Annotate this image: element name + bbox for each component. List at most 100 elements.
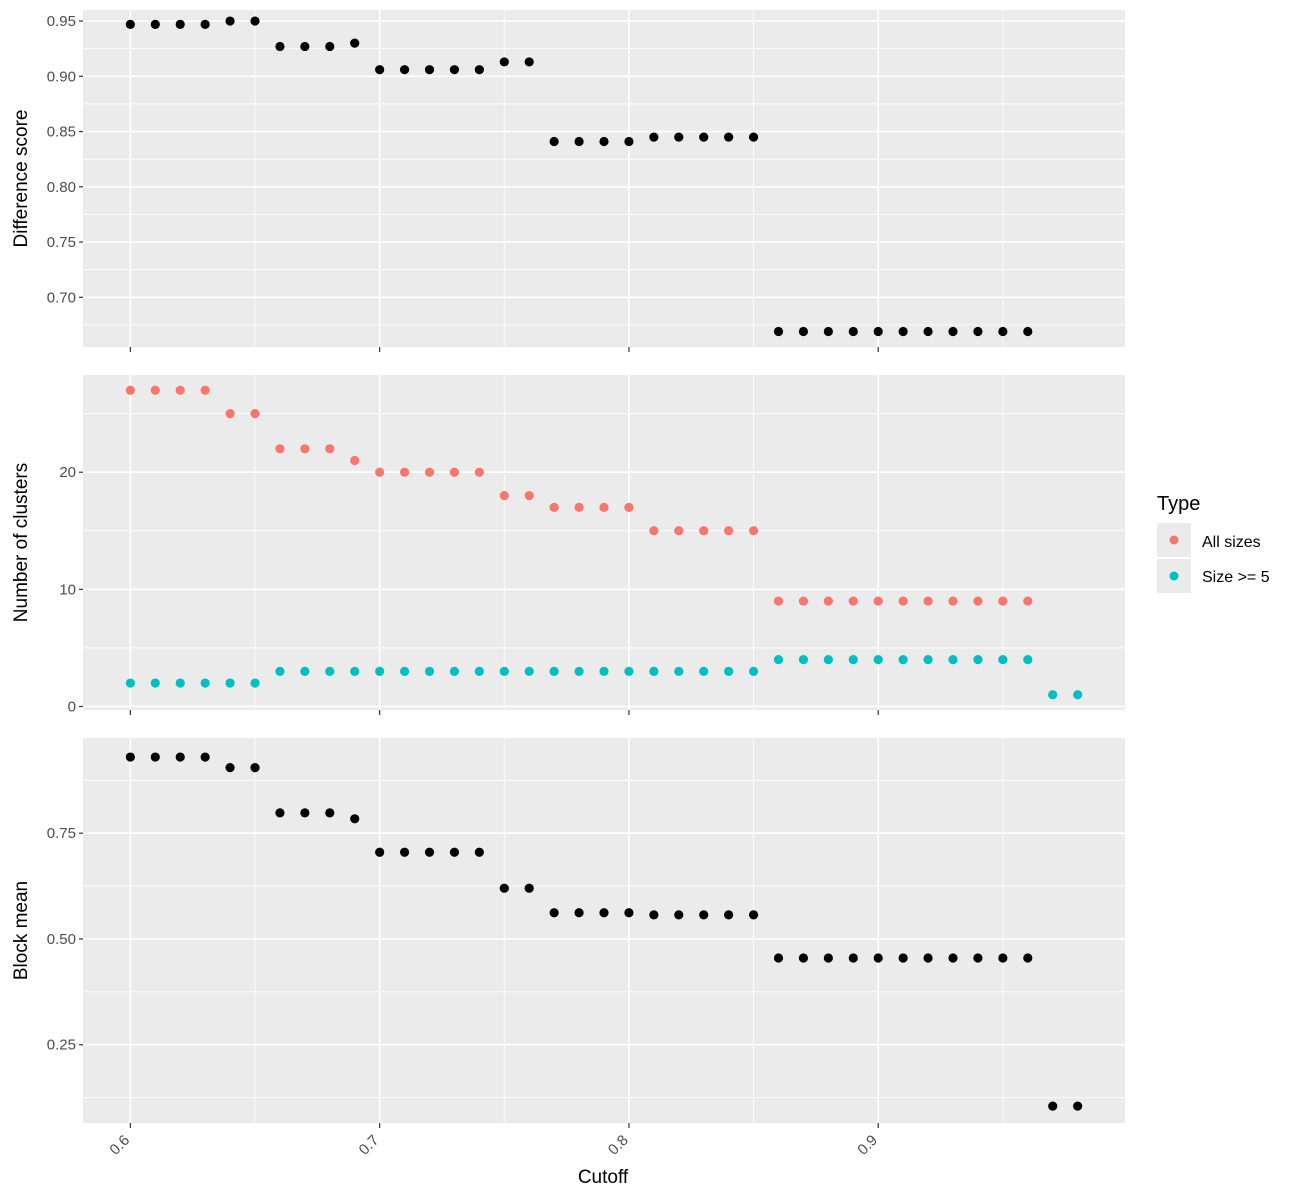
data-point xyxy=(350,666,360,676)
data-point xyxy=(798,596,809,606)
data-point xyxy=(275,41,285,52)
data-point xyxy=(350,455,360,466)
x-tick-label: 0.6 xyxy=(106,1132,133,1159)
legend-title: Type xyxy=(1157,493,1200,515)
data-point xyxy=(449,65,460,75)
data-point xyxy=(399,467,410,477)
data-point xyxy=(948,326,958,337)
data-point xyxy=(225,409,235,419)
data-point xyxy=(449,666,460,676)
data-point xyxy=(823,655,833,665)
data-point xyxy=(399,666,410,676)
data-point xyxy=(724,666,734,676)
data-point xyxy=(175,19,185,29)
data-point xyxy=(250,678,260,688)
panel-bottom: 0.25 0.50 0.75 0.6 0.7 0.8 0.9 Block mean Cutoff xyxy=(11,738,1125,1188)
data-point xyxy=(973,596,983,606)
data-point xyxy=(300,41,310,52)
data-point xyxy=(350,38,360,48)
y-tick-label: 0.50 xyxy=(47,931,76,948)
data-point xyxy=(125,678,135,688)
data-point xyxy=(300,444,310,454)
data-point xyxy=(375,65,385,75)
data-point xyxy=(599,502,609,512)
data-point xyxy=(524,491,534,501)
data-point xyxy=(823,953,833,963)
panel-background-bottom xyxy=(83,738,1125,1123)
data-point xyxy=(923,596,933,606)
data-point xyxy=(250,409,260,419)
y-axis-title: Block mean xyxy=(11,881,32,980)
data-point xyxy=(923,326,933,337)
data-point xyxy=(424,847,435,857)
legend-label-all-sizes: All sizes xyxy=(1202,534,1261,551)
data-point xyxy=(399,847,410,857)
panel-background-top xyxy=(83,10,1125,347)
data-point xyxy=(350,814,360,824)
panel-top: 0.70 0.75 0.80 0.85 0.90 0.95 Difference score xyxy=(11,10,1125,352)
data-point xyxy=(250,16,260,26)
data-point xyxy=(1048,1101,1058,1111)
data-point xyxy=(873,596,883,606)
data-point xyxy=(150,752,160,762)
data-point xyxy=(599,666,609,676)
data-point xyxy=(674,132,684,142)
y-tick-label: 0.75 xyxy=(47,825,76,842)
data-point xyxy=(898,655,908,665)
data-point xyxy=(524,883,534,893)
data-point xyxy=(449,467,460,477)
data-point xyxy=(699,910,709,920)
data-point xyxy=(798,655,809,665)
data-point xyxy=(325,666,335,676)
data-point xyxy=(424,467,435,477)
legend-marker-size-5 xyxy=(1169,571,1179,581)
data-point xyxy=(773,326,784,337)
x-tick-label: 0.7 xyxy=(356,1132,383,1159)
data-point xyxy=(748,132,759,142)
data-point xyxy=(973,953,983,963)
data-point xyxy=(948,655,958,665)
series-top-0 xyxy=(125,16,1033,337)
data-point xyxy=(375,847,385,857)
data-point xyxy=(798,326,809,337)
data-point xyxy=(848,326,858,337)
data-point xyxy=(424,65,435,75)
data-point xyxy=(325,444,335,454)
data-point xyxy=(748,666,759,676)
data-point xyxy=(474,847,484,857)
data-point xyxy=(1073,690,1083,700)
data-point xyxy=(674,910,684,920)
data-point xyxy=(1073,1101,1083,1111)
panel-middle: 0 10 20 Number of clusters xyxy=(11,375,1125,715)
data-point xyxy=(674,666,684,676)
data-point xyxy=(474,666,484,676)
data-point xyxy=(449,847,460,857)
y-tick-label: 0.95 xyxy=(47,13,76,30)
data-point xyxy=(499,666,509,676)
y-tick-label: 0.85 xyxy=(47,124,76,141)
data-point xyxy=(125,19,135,29)
data-point xyxy=(624,136,634,147)
data-point xyxy=(225,678,235,688)
data-point xyxy=(524,57,534,67)
data-point xyxy=(773,655,784,665)
data-point xyxy=(125,385,135,395)
y-tick-label: 0.80 xyxy=(47,179,76,196)
data-point xyxy=(649,132,659,142)
y-axis-title: Number of clusters xyxy=(11,463,32,622)
data-point xyxy=(998,596,1008,606)
data-point xyxy=(275,444,285,454)
data-point xyxy=(898,953,908,963)
data-point xyxy=(624,502,634,512)
data-point xyxy=(823,596,833,606)
data-point xyxy=(998,655,1008,665)
data-point xyxy=(549,908,559,918)
data-point xyxy=(524,666,534,676)
data-point xyxy=(848,655,858,665)
data-point xyxy=(699,666,709,676)
data-point xyxy=(1023,596,1033,606)
data-point xyxy=(325,808,335,818)
panel-background-middle xyxy=(83,375,1125,710)
